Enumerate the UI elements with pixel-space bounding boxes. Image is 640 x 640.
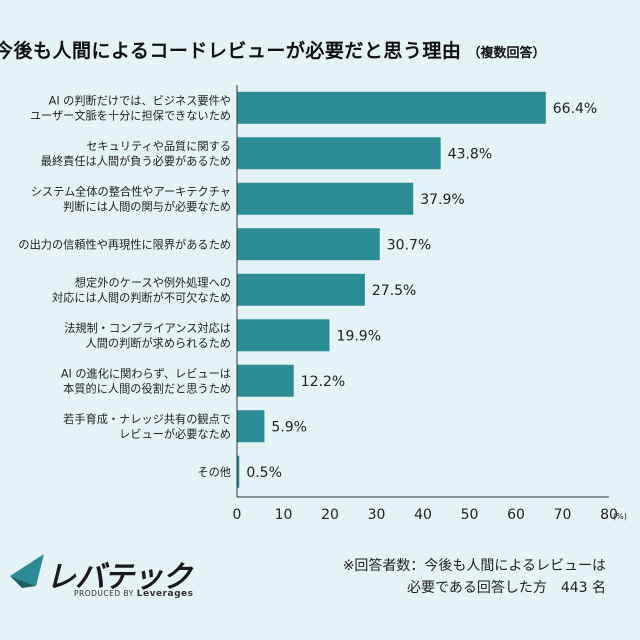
x-tick-label: 0 bbox=[233, 507, 242, 523]
bar-value-label: 12.2% bbox=[301, 374, 345, 390]
category-label: 対応には人間の判断が不可欠なため bbox=[52, 290, 231, 304]
logo-mark-icon bbox=[10, 554, 44, 588]
bar-value-label: 30.7% bbox=[387, 237, 431, 253]
x-tick-label: 20 bbox=[321, 507, 339, 523]
x-tick-label: 60 bbox=[507, 507, 525, 523]
category-label: ユーザー文脈を十分に担保できないため bbox=[30, 108, 231, 122]
title-note: （複数回答） bbox=[467, 46, 546, 61]
bar bbox=[237, 364, 294, 397]
category-label: 人間の判断が求められるため bbox=[86, 336, 231, 350]
x-axis-unit: (%) bbox=[613, 512, 627, 521]
category-label: 想定外のケースや例外処理への bbox=[75, 275, 231, 289]
x-tick-label: 40 bbox=[414, 507, 432, 523]
bar bbox=[237, 410, 265, 443]
bar-value-label: 5.9% bbox=[271, 419, 307, 435]
category-label: セキュリティや品質に関する bbox=[86, 139, 231, 153]
produced-by-label: PRODUCED BY bbox=[74, 589, 134, 598]
category-label: AI の進化に関わらず、レビューは bbox=[61, 366, 231, 380]
note-line-2: 必要である回答した方 443 名 bbox=[406, 580, 606, 596]
title-bar: 今後も人間によるコードレビューが必要だと思う理由 （複数回答） bbox=[0, 36, 640, 63]
respondent-note: ※回答者数：今後も人間によるレビューは 必要である回答した方 443 名 bbox=[343, 555, 606, 599]
x-tick-label: 80 bbox=[600, 507, 618, 523]
x-tick-label: 30 bbox=[368, 507, 386, 523]
bar bbox=[237, 455, 240, 488]
page-title: 今後も人間によるコードレビューが必要だと思う理由 bbox=[0, 40, 462, 62]
bar-value-label: 0.5% bbox=[246, 465, 282, 481]
brand-name: レバテック bbox=[46, 560, 192, 595]
x-tick-label: 50 bbox=[461, 507, 479, 523]
category-label: 判断には人間の関与が必要なため bbox=[63, 199, 231, 213]
bar-value-label: 27.5% bbox=[372, 283, 416, 299]
x-tick-label: 10 bbox=[275, 507, 293, 523]
bar bbox=[237, 137, 441, 170]
bar-value-label: 19.9% bbox=[337, 328, 381, 344]
category-label: 若手育成・ナレッジ共有の観点で bbox=[63, 412, 231, 426]
note-line-1: ※回答者数：今後も人間によるレビューは bbox=[342, 558, 606, 574]
bar-value-label: 43.8% bbox=[448, 146, 492, 162]
bar bbox=[237, 273, 365, 306]
bar-value-label: 66.4% bbox=[553, 101, 597, 117]
category-label: 最終責任は人間が負う必要があるため bbox=[41, 154, 231, 168]
brand-logo: レバテック PRODUCED BY Leverages bbox=[8, 548, 208, 604]
bar bbox=[237, 228, 380, 261]
category-label: システム全体の整合性やアーキテクチャ bbox=[31, 184, 231, 198]
category-label: 本質的に人間の役割だと思うため bbox=[63, 381, 231, 395]
x-tick-label: 70 bbox=[554, 507, 572, 523]
category-label: レビューが必要なため bbox=[119, 427, 231, 441]
category-label: その他 bbox=[197, 466, 231, 479]
produced-by-company: Leverages bbox=[136, 589, 194, 599]
category-label: 法規制・コンプライアンス対応は bbox=[64, 321, 231, 335]
bar-value-label: 37.9% bbox=[420, 192, 464, 208]
produced-by: PRODUCED BY Leverages bbox=[74, 589, 193, 599]
bar bbox=[237, 319, 330, 352]
bar bbox=[237, 91, 546, 124]
category-label: AI の判断だけでは、ビジネス要件や bbox=[49, 93, 231, 107]
category-label: の出力の信頼性や再現性に限界があるため bbox=[18, 237, 231, 251]
bar bbox=[237, 182, 414, 215]
